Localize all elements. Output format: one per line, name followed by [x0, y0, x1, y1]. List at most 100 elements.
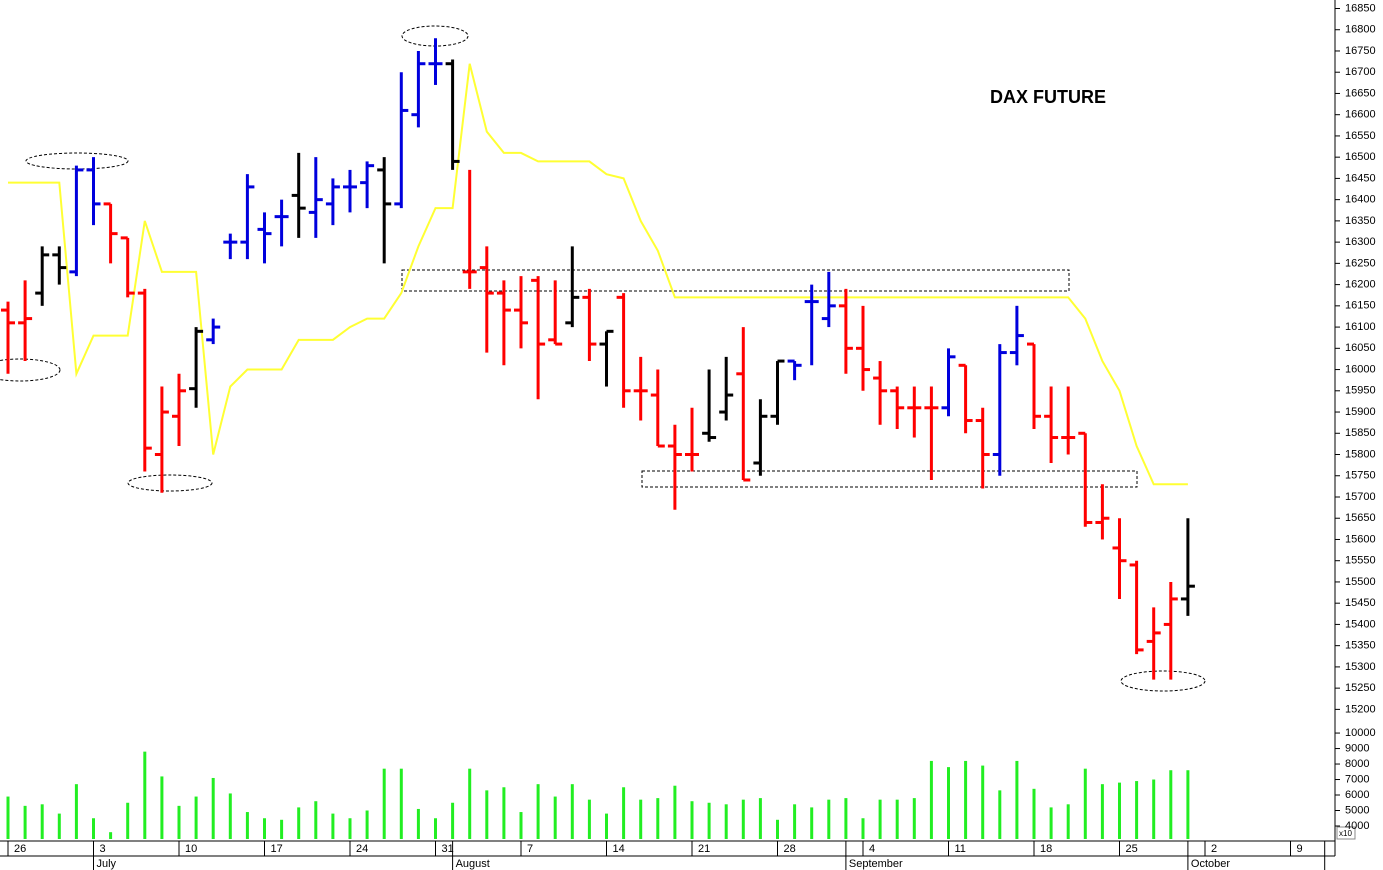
- volume-bar: [348, 818, 352, 839]
- y-tick-label: 15600: [1345, 533, 1376, 545]
- volume-bar: [228, 793, 232, 839]
- scale-box: [1336, 826, 1356, 840]
- y-tick-label: 15500: [1345, 576, 1376, 588]
- x-tick-label: 7: [527, 843, 533, 855]
- volume-bar: [707, 802, 711, 839]
- y-tick-label: 16850: [1345, 2, 1376, 14]
- volume-bar: [502, 787, 506, 839]
- y-tick-label: 16050: [1345, 342, 1376, 354]
- volume-bar: [570, 784, 574, 839]
- volume-bar: [280, 819, 284, 839]
- volume-bar: [741, 799, 745, 839]
- volume-bar: [74, 784, 78, 839]
- volume-bar: [160, 776, 164, 839]
- volume-bar: [416, 808, 420, 839]
- volume-bar: [605, 813, 608, 839]
- volume-bar: [912, 798, 916, 839]
- volume-bar: [724, 804, 728, 839]
- volume-bar: [365, 810, 369, 839]
- y-tick-label: 16100: [1345, 321, 1376, 333]
- volume-bar: [1015, 760, 1019, 839]
- volume-bar: [57, 813, 61, 839]
- y-tick-label: 16350: [1345, 215, 1376, 227]
- volume-bar: [690, 801, 694, 839]
- volume-bar: [1152, 779, 1156, 839]
- y-tick-label: 16500: [1345, 151, 1376, 163]
- volume-bar: [177, 805, 181, 839]
- y-tick-label: 15400: [1345, 618, 1376, 630]
- volume-bar: [844, 798, 848, 839]
- volume-bar: [929, 760, 933, 839]
- volume-bar: [861, 818, 865, 839]
- x-tick-label: 21: [698, 843, 710, 855]
- volume-tick-label: 4000: [1345, 820, 1369, 832]
- x-tick-label: 3: [100, 843, 106, 855]
- volume-bar: [895, 799, 899, 839]
- y-tick-label: 15200: [1345, 703, 1376, 715]
- volume-scale-label: x10: [1339, 829, 1352, 838]
- x-tick-label: 28: [784, 843, 796, 855]
- y-tick-label: 16750: [1345, 45, 1376, 57]
- volume-bar: [981, 765, 985, 839]
- volume-bar: [758, 798, 762, 839]
- volume-bar: [793, 804, 797, 839]
- volume-bar: [810, 807, 814, 839]
- volume-bar: [553, 796, 557, 839]
- volume-bar: [776, 819, 779, 839]
- volume-tick-label: 9000: [1345, 742, 1369, 754]
- y-tick-label: 16400: [1345, 194, 1376, 206]
- x-tick-label: 2: [1211, 843, 1217, 855]
- x-tick-label: 4: [869, 843, 875, 855]
- y-tick-label: 16300: [1345, 236, 1376, 248]
- volume-bar: [399, 768, 403, 839]
- y-tick-label: 16450: [1345, 172, 1376, 184]
- y-tick-label: 15750: [1345, 470, 1376, 482]
- y-tick-label: 16150: [1345, 300, 1376, 312]
- volume-bar: [1186, 770, 1190, 839]
- highlight-ellipse: [127, 474, 213, 492]
- x-tick-label: 26: [14, 843, 26, 855]
- y-tick-label: 16700: [1345, 66, 1376, 78]
- y-tick-label: 15800: [1345, 448, 1376, 460]
- volume-bar: [1169, 770, 1173, 839]
- x-tick-label: 24: [356, 843, 368, 855]
- stop-line: [8, 63, 1188, 486]
- volume-bar: [1049, 807, 1053, 839]
- volume-bar: [314, 801, 318, 839]
- y-tick-label: 15450: [1345, 597, 1376, 609]
- x-tick-label: 10: [185, 843, 197, 855]
- volume-bar: [536, 784, 540, 839]
- volume-bar: [673, 785, 677, 839]
- volume-bar: [1066, 804, 1070, 839]
- y-tick-label: 15700: [1345, 491, 1376, 503]
- x-tick-label: 25: [1126, 843, 1138, 855]
- volume-bar: [143, 751, 147, 839]
- y-tick-label: 16000: [1345, 363, 1376, 375]
- y-tick-label: 16650: [1345, 87, 1376, 99]
- chart-title: DAX FUTURE: [990, 87, 1106, 107]
- volume-bar: [109, 832, 113, 839]
- y-tick-label: 15250: [1345, 682, 1376, 694]
- month-label: October: [1191, 858, 1230, 870]
- x-tick-label: 9: [1297, 843, 1303, 855]
- volume-bar: [1100, 784, 1104, 839]
- volume-bar: [382, 768, 386, 839]
- y-tick-label: 16600: [1345, 109, 1376, 121]
- volume-bar: [434, 818, 437, 839]
- volume-bar: [587, 799, 591, 839]
- volume-bar: [878, 799, 882, 839]
- support-zone: [641, 470, 1138, 488]
- y-tick-label: 16800: [1345, 24, 1376, 36]
- x-tick-label: 14: [613, 843, 625, 855]
- y-tick-label: 15850: [1345, 427, 1376, 439]
- month-label: September: [849, 858, 903, 870]
- y-tick-label: 15950: [1345, 385, 1376, 397]
- volume-bar: [998, 790, 1002, 839]
- volume-bar: [964, 760, 968, 839]
- volume-bar: [622, 787, 626, 839]
- y-tick-label: 15550: [1345, 555, 1376, 567]
- y-tick-label: 15300: [1345, 661, 1376, 673]
- volume-bar: [485, 790, 489, 839]
- highlight-ellipse: [0, 358, 61, 382]
